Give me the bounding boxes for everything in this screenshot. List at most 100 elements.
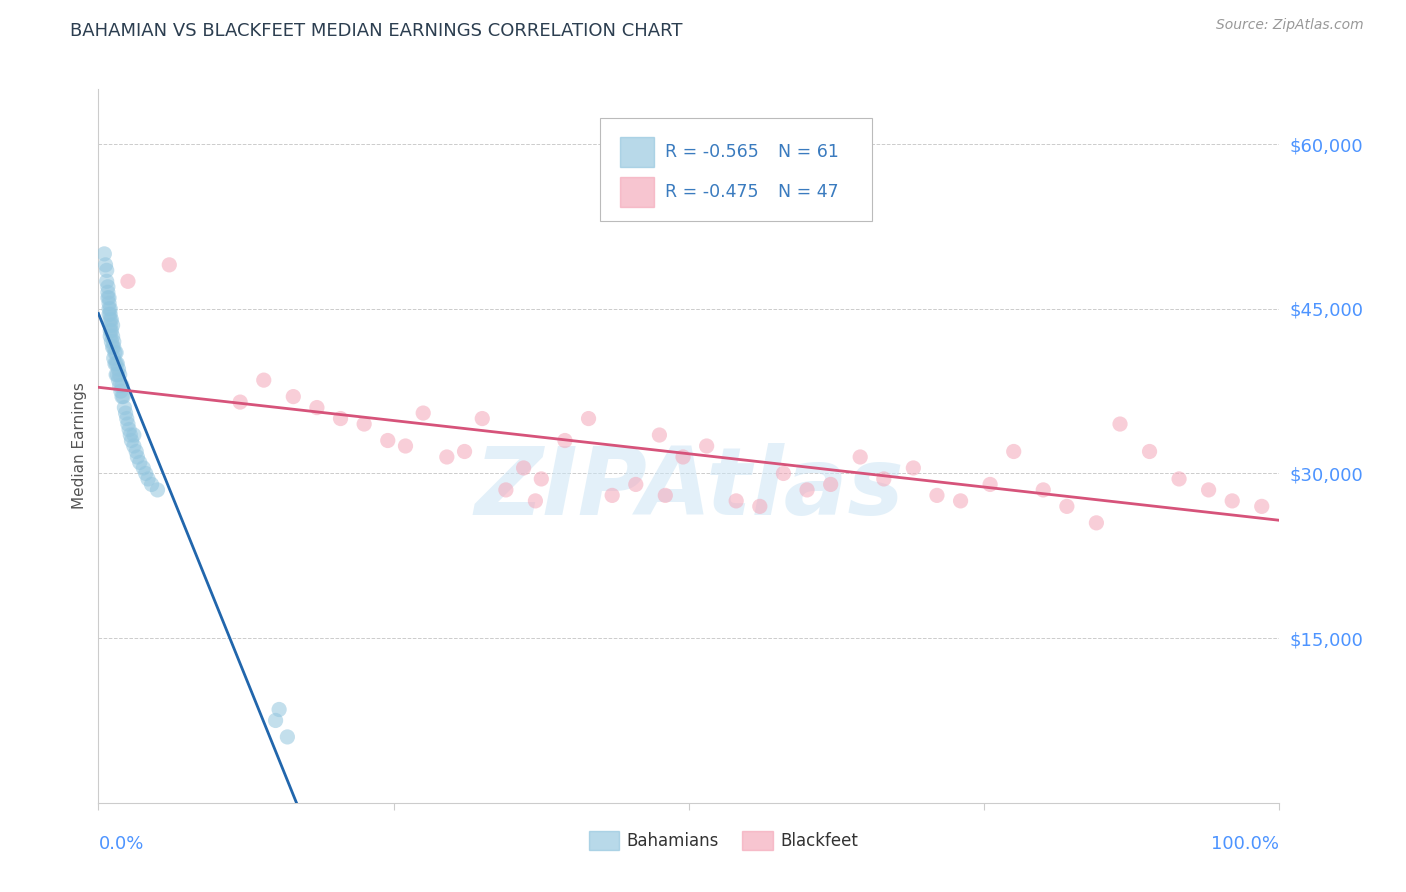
Point [524, 494, 547, 508]
Point [1220, 494, 1243, 508]
Point [436, 450, 458, 464]
Point [98, 296, 121, 310]
Point [748, 500, 770, 514]
Point [305, 401, 328, 415]
Point [100, 312, 122, 326]
Point [98, 318, 121, 333]
Point [98, 329, 121, 343]
Point [1198, 483, 1220, 497]
Text: N = 61: N = 61 [778, 143, 838, 161]
Point [94, 258, 117, 272]
Point [105, 357, 128, 371]
Point [98, 307, 121, 321]
Point [949, 494, 972, 508]
Point [600, 488, 623, 502]
Point [132, 461, 155, 475]
Point [979, 477, 1001, 491]
Text: BAHAMIAN VS BLACKFEET MEDIAN EARNINGS CORRELATION CHART: BAHAMIAN VS BLACKFEET MEDIAN EARNINGS CO… [70, 22, 683, 40]
Point [1139, 444, 1161, 458]
Point [471, 411, 494, 425]
Point [283, 390, 305, 404]
Text: ZIPAtlas: ZIPAtlas [474, 442, 904, 535]
Point [873, 472, 896, 486]
Point [117, 417, 139, 431]
Y-axis label: Median Earnings: Median Earnings [72, 383, 87, 509]
Point [101, 340, 124, 354]
Point [412, 406, 434, 420]
Point [98, 291, 121, 305]
Point [112, 401, 135, 415]
Point [118, 423, 141, 437]
Text: R = -0.475: R = -0.475 [665, 183, 759, 201]
Point [122, 428, 145, 442]
Point [105, 368, 128, 382]
Point [127, 450, 149, 464]
Point [111, 390, 134, 404]
Point [101, 318, 124, 333]
Point [849, 450, 872, 464]
Bar [620, 137, 654, 167]
Point [578, 411, 600, 425]
Point [1085, 516, 1108, 530]
Point [1168, 472, 1191, 486]
Point [1056, 500, 1078, 514]
Point [394, 439, 416, 453]
Text: 100.0%: 100.0% [1212, 835, 1279, 853]
Point [105, 368, 128, 382]
Text: Source: ZipAtlas.com: Source: ZipAtlas.com [1216, 18, 1364, 32]
Point [530, 472, 553, 486]
Point [115, 411, 138, 425]
Point [1032, 483, 1054, 497]
Point [925, 488, 948, 502]
Point [696, 439, 718, 453]
Point [229, 395, 252, 409]
Point [96, 263, 118, 277]
Point [108, 378, 131, 392]
Point [264, 714, 287, 728]
Point [112, 390, 135, 404]
Point [1002, 444, 1025, 458]
Point [329, 411, 352, 425]
Bar [742, 831, 773, 850]
Point [903, 461, 925, 475]
Point [269, 702, 291, 716]
Point [100, 324, 122, 338]
Point [103, 351, 125, 366]
Point [157, 258, 180, 272]
Point [97, 291, 120, 305]
Point [98, 307, 121, 321]
Point [101, 329, 124, 343]
Point [648, 428, 671, 442]
Point [114, 406, 136, 420]
Text: N = 47: N = 47 [778, 183, 838, 201]
Point [495, 483, 517, 497]
Point [136, 472, 159, 486]
Point [128, 455, 150, 469]
Point [654, 488, 676, 502]
Point [105, 345, 128, 359]
Point [105, 357, 128, 371]
Point [103, 334, 125, 349]
Point [820, 477, 842, 491]
Text: Blackfeet: Blackfeet [780, 831, 858, 849]
Bar [620, 177, 654, 207]
Point [120, 428, 142, 442]
Point [725, 494, 748, 508]
FancyBboxPatch shape [600, 118, 872, 221]
Point [98, 301, 121, 316]
Point [100, 334, 122, 349]
Point [117, 274, 139, 288]
Point [141, 477, 163, 491]
Point [97, 280, 120, 294]
Point [97, 285, 120, 300]
Text: Bahamians: Bahamians [626, 831, 718, 849]
Bar [589, 831, 619, 850]
Point [353, 417, 375, 431]
Point [103, 340, 125, 354]
Point [110, 384, 132, 398]
Point [125, 444, 148, 458]
Point [772, 467, 794, 481]
Point [104, 357, 127, 371]
Point [377, 434, 399, 448]
Point [672, 450, 695, 464]
